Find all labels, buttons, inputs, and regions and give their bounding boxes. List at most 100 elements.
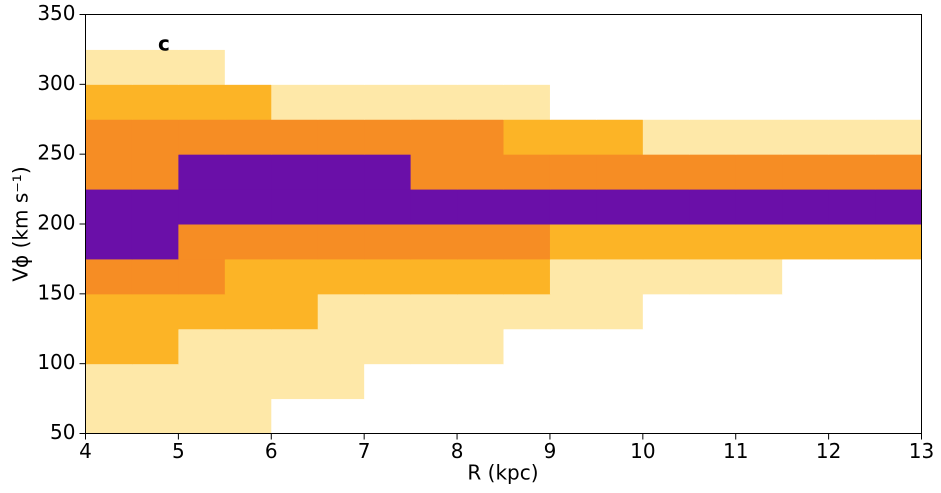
heat-cell: [642, 119, 690, 155]
heat-cell: [782, 49, 830, 85]
heat-cell: [596, 189, 644, 225]
heat-cell: [224, 328, 272, 365]
heat-cell: [457, 49, 504, 85]
heat-cell: [782, 398, 830, 434]
heat-cell: [178, 189, 226, 225]
heat-cell: [875, 224, 922, 260]
heat-cell: [503, 293, 551, 330]
heat-cell: [224, 189, 272, 225]
heat-cell: [410, 224, 458, 260]
heat-cell: [828, 363, 876, 400]
heat-cell: [642, 363, 690, 400]
heat-cell: [131, 189, 179, 225]
heat-cell: [735, 258, 783, 295]
heat-cell: [271, 363, 319, 400]
y-axis-label: Vϕ (km s⁻¹): [9, 166, 33, 281]
heat-cell: [828, 398, 876, 434]
heat-cell: [642, 154, 690, 190]
y-tick-label: 100: [37, 350, 75, 374]
x-tick-label: 5: [172, 439, 185, 463]
heat-cell: [782, 84, 830, 120]
heat-cell: [85, 49, 133, 85]
heat-cell: [782, 328, 830, 365]
heat-cell: [410, 154, 458, 190]
x-tick-label: 6: [265, 439, 278, 463]
x-tick-label: 8: [451, 439, 464, 463]
heat-cell: [178, 224, 226, 260]
heat-cell: [782, 119, 830, 155]
heat-cell: [131, 363, 179, 400]
heat-cell: [689, 224, 737, 260]
heat-cell: [503, 398, 551, 434]
heat-cell: [596, 398, 644, 434]
heat-cell: [735, 293, 783, 330]
heat-cell: [317, 189, 365, 225]
y-tick-label: 300: [37, 71, 75, 95]
heat-cell: [178, 49, 226, 85]
heat-cell: [875, 14, 922, 50]
heat-cell: [85, 363, 133, 400]
heat-cell: [875, 328, 922, 365]
heat-cell: [457, 224, 504, 260]
heat-cell: [224, 258, 272, 295]
heat-cell: [271, 398, 319, 434]
heat-cell: [364, 398, 412, 434]
heat-cell: [782, 14, 830, 50]
heat-cell: [131, 258, 179, 295]
heat-cell: [828, 224, 876, 260]
heat-cell: [875, 189, 922, 225]
heat-cell: [457, 14, 504, 50]
heat-cell: [642, 328, 690, 365]
heat-cell: [875, 49, 922, 85]
heat-cell: [224, 84, 272, 120]
heat-cell: [317, 328, 365, 365]
y-tick-label: 250: [37, 141, 75, 165]
heat-cell: [317, 398, 365, 434]
heat-cell: [828, 258, 876, 295]
heat-cell: [364, 258, 412, 295]
heat-cell: [596, 363, 644, 400]
panel-label: c: [158, 32, 170, 56]
heat-cell: [689, 84, 737, 120]
heat-cell: [271, 49, 319, 85]
heat-cell: [735, 224, 783, 260]
heat-cell: [85, 14, 133, 50]
heat-cell: [457, 398, 504, 434]
heat-cell: [782, 154, 830, 190]
heat-cell: [596, 258, 644, 295]
heat-cell: [689, 258, 737, 295]
heat-cell: [735, 154, 783, 190]
heat-cell: [271, 154, 319, 190]
heat-cell: [364, 224, 412, 260]
heat-cell: [271, 14, 319, 50]
heat-cell: [503, 119, 551, 155]
heat-cell: [178, 258, 226, 295]
heat-cell: [364, 49, 412, 85]
heat-cell: [364, 84, 412, 120]
heat-cell: [178, 293, 226, 330]
heat-cell: [642, 49, 690, 85]
heat-cell: [549, 154, 597, 190]
y-tick-label: 350: [37, 1, 75, 25]
heat-cell: [364, 293, 412, 330]
heat-cell: [364, 14, 412, 50]
heat-cell: [410, 189, 458, 225]
heat-cell: [689, 14, 737, 50]
heat-cell: [689, 119, 737, 155]
heat-cell: [503, 14, 551, 50]
heat-cell: [735, 49, 783, 85]
heat-cell: [457, 154, 504, 190]
y-tick-label: 150: [37, 280, 75, 304]
heat-cell: [875, 293, 922, 330]
heat-cell: [457, 119, 504, 155]
heat-cell: [317, 119, 365, 155]
x-axis-label: R (kpc): [467, 461, 538, 485]
heat-cell: [317, 293, 365, 330]
heat-cell: [131, 14, 179, 50]
heat-cell: [735, 328, 783, 365]
x-tick-label: 12: [816, 439, 841, 463]
heat-cell: [85, 84, 133, 120]
heat-cell: [271, 224, 319, 260]
heat-cell: [410, 363, 458, 400]
